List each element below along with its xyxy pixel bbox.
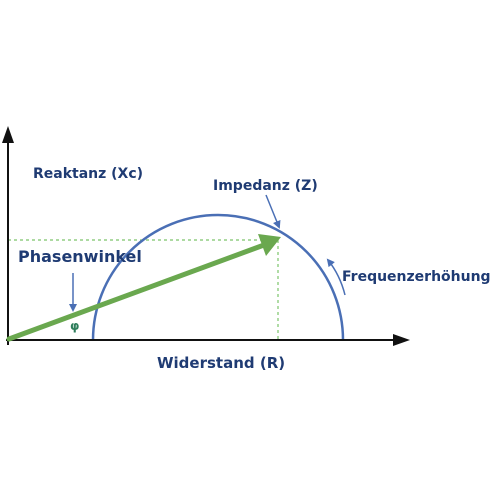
y-axis-label: Reaktanz (Xc) [33,166,143,182]
frequency-curved-arrow-icon [326,258,346,296]
phi-symbol: φ [70,319,79,333]
impedance-vector [6,242,267,342]
phase-angle-label: Phasenwinkel [18,247,142,266]
impedance-label: Impedanz (Z) [213,178,318,194]
x-axis-arrowhead-icon [393,334,410,346]
impedance-vector-arrowhead-icon [258,234,281,256]
y-axis-arrowhead-icon [2,126,14,143]
impedance-semicircle [91,213,345,341]
impedance-pointer-arrow [265,194,281,229]
frequency-increase-label: Frequenzerhöhung [342,269,491,285]
x-axis-label: Widerstand (R) [157,354,285,372]
